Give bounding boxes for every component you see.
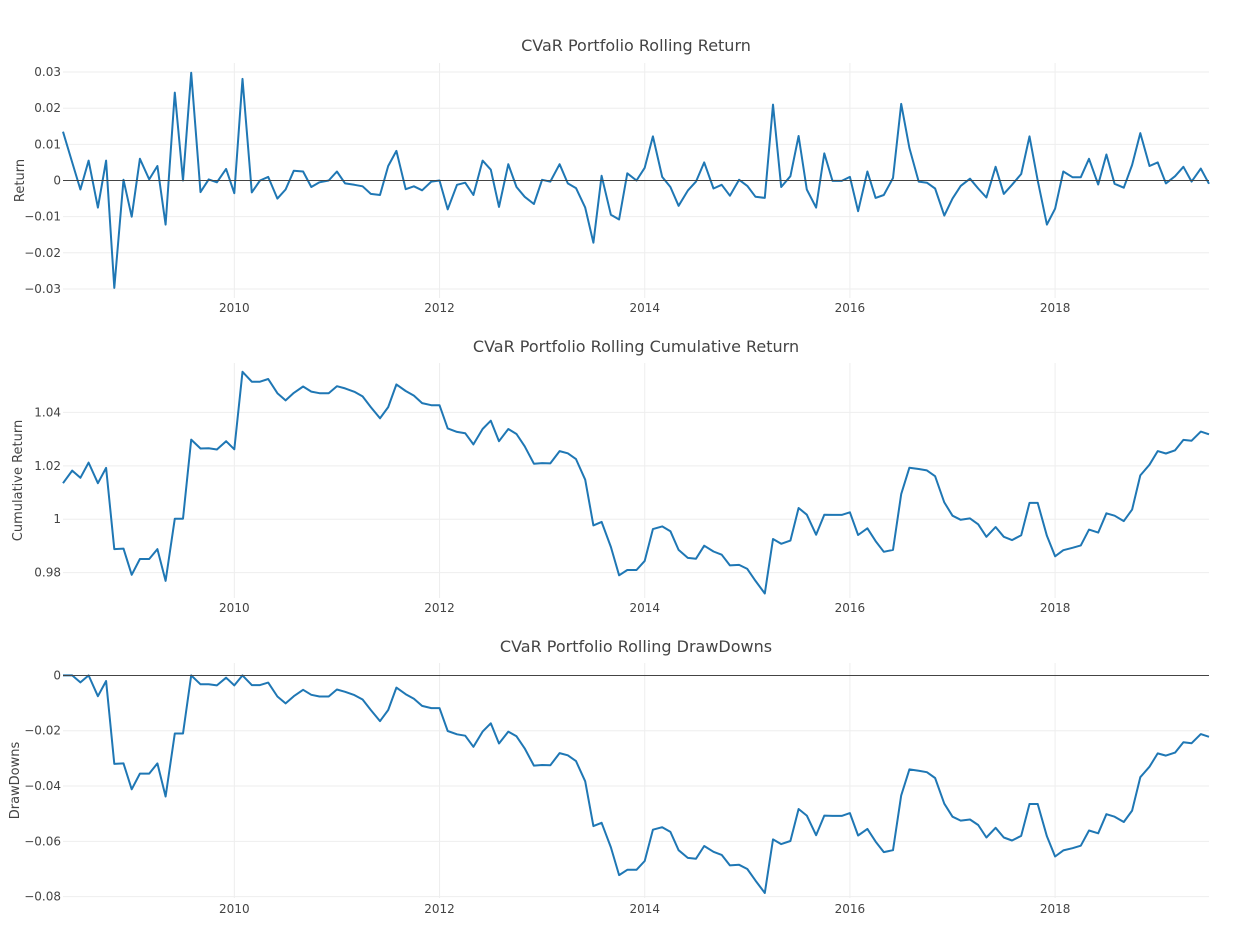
y-tick-label: 0 [53, 174, 61, 188]
x-tick-label: 2016 [835, 902, 866, 916]
x-tick-label: 2010 [219, 902, 250, 916]
y-tick-label: 0.01 [34, 137, 61, 151]
x-tick-label: 2012 [424, 301, 455, 315]
chart-title: CVaR Portfolio Rolling DrawDowns [500, 637, 772, 656]
y-tick-label: 1.04 [34, 405, 61, 419]
x-tick-label: 2010 [219, 601, 250, 615]
chart-title: CVaR Portfolio Rolling Return [521, 36, 751, 55]
y-tick-label: −0.08 [24, 890, 61, 904]
y-tick-label: 0.98 [34, 566, 61, 580]
y-tick-label: −0.06 [24, 834, 61, 848]
x-tick-label: 2012 [424, 601, 455, 615]
y-axis-label: Cumulative Return [11, 420, 26, 541]
y-tick-label: −0.02 [24, 246, 61, 260]
y-axis-label: DrawDowns [8, 741, 23, 819]
series-line [63, 674, 1210, 894]
chart-panel-1: 2010 2012 2014 2016 2018 −0.03 −0.02 −0.01 0 0.01… [13, 36, 1210, 315]
y-tick-label: −0.04 [24, 779, 61, 793]
x-tick-label: 2018 [1040, 902, 1071, 916]
x-tick-label: 2014 [629, 601, 660, 615]
y-tick-label: −0.02 [24, 724, 61, 738]
chart-panel-3: 2010 2012 2014 2016 2018 −0.08 −0.06 −0.04 −0.02… [8, 637, 1210, 916]
x-tick-label: 2010 [219, 301, 250, 315]
chart-title: CVaR Portfolio Rolling Cumulative Return [473, 337, 799, 356]
y-tick-label: −0.01 [24, 210, 61, 224]
chart-panel-2: 2010 2012 2014 2016 2018 0.98 1 1.02 1.04 CVaR Po… [11, 337, 1210, 615]
x-tick-label: 2018 [1040, 601, 1071, 615]
x-tick-label: 2012 [424, 902, 455, 916]
x-tick-label: 2018 [1040, 301, 1071, 315]
x-tick-label: 2014 [629, 902, 660, 916]
y-axis-label: Return [13, 159, 28, 202]
y-tick-label: 0.03 [34, 65, 61, 79]
y-tick-label: 0 [53, 668, 61, 682]
y-tick-label: 0.02 [34, 101, 61, 115]
x-tick-label: 2016 [835, 601, 866, 615]
series-line [62, 370, 1210, 595]
x-tick-label: 2014 [629, 301, 660, 315]
x-tick-label: 2016 [835, 301, 866, 315]
y-tick-label: 1 [53, 512, 61, 526]
y-tick-label: 1.02 [34, 459, 61, 473]
y-tick-label: −0.03 [24, 282, 61, 296]
